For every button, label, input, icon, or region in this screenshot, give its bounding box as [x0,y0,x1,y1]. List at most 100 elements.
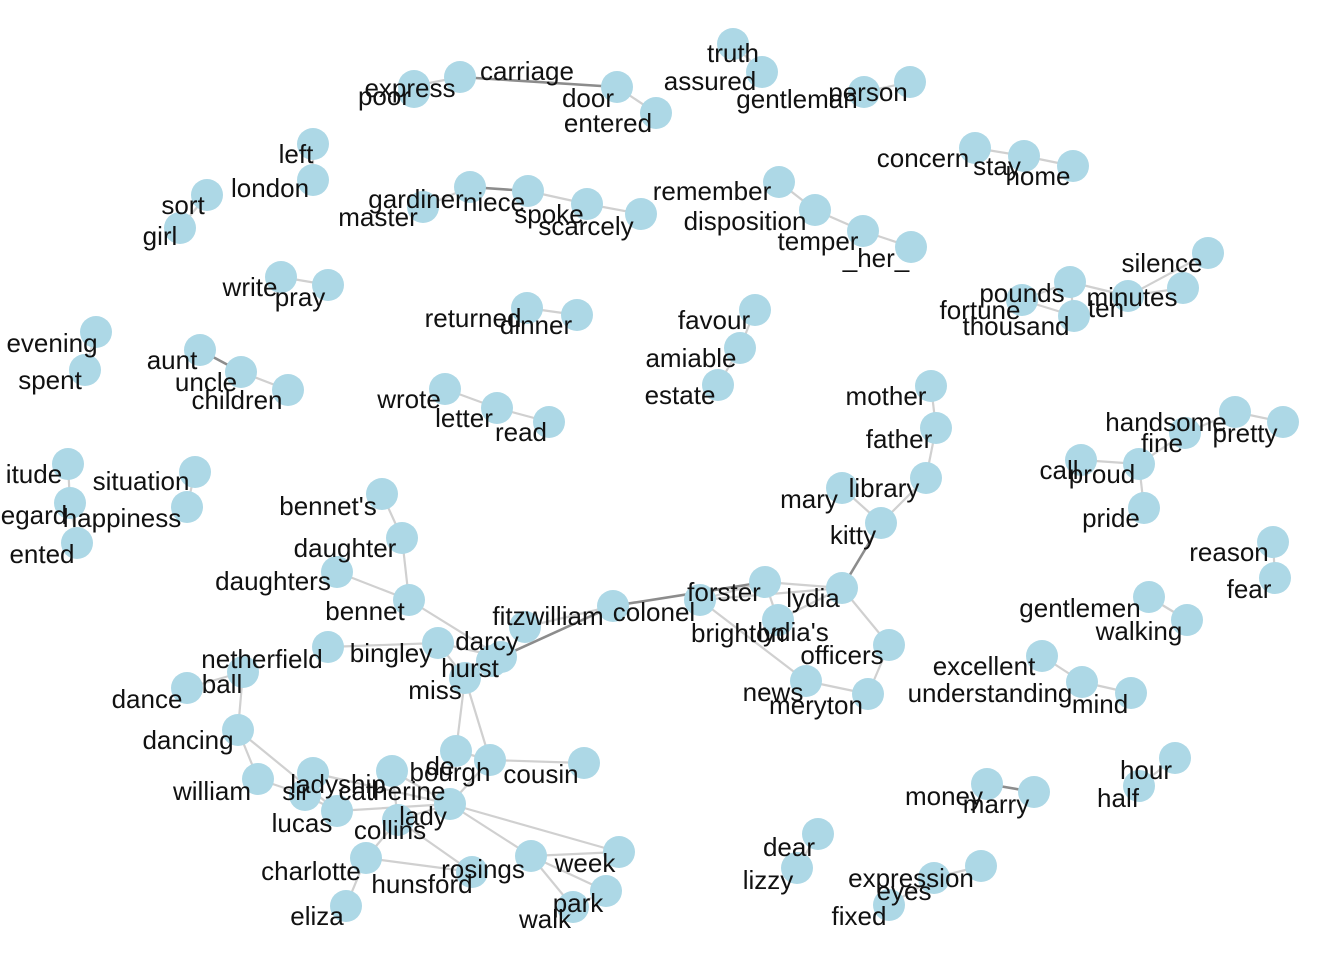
node-label-walking: walking [1095,616,1183,646]
node-fear [1259,562,1291,594]
node-label-colonel: colonel [613,597,695,627]
node-label-home: home [1005,161,1070,191]
node-gardiner [454,171,486,203]
node-pray [312,269,344,301]
node-label-dancing: dancing [142,725,233,755]
node-home [1057,150,1089,182]
node-happiness [171,491,203,523]
node-label-silence: silence [1122,248,1203,278]
node-news [790,665,822,697]
node-eyes [918,862,950,894]
node-label-week: week [554,848,617,878]
node-label-walk: walk [518,904,572,934]
node-label-happiness: happiness [63,503,182,533]
node-label-aunt: aunt [147,345,198,375]
node-sort [191,179,223,211]
node-lydia's [762,604,794,636]
node-label-stay: stay [973,151,1021,181]
node-label-father: father [866,424,933,454]
node-label-bennet: bennet [325,596,405,626]
node-label-rosings: rosings [441,854,525,884]
node-daughter [386,522,418,554]
edge-colonel-darcy [499,604,615,659]
node-estate [702,369,734,401]
node-label-news: news [743,677,804,707]
node-lydia [826,572,858,604]
node-situation [179,456,211,488]
node-ball [227,656,259,688]
node-label-london: london [231,173,309,203]
node-aunt [184,334,216,366]
node-label-letter: letter [435,403,493,433]
node-fixed [873,889,905,921]
node-egard [54,487,86,519]
node-label-assured: assured [664,66,757,96]
node-reason [1257,526,1289,558]
node-label-lucas: lucas [272,808,333,838]
node-label-ented: ented [9,539,74,569]
node-bennet [393,584,425,616]
node-meryton [852,678,884,710]
node-pride [1128,492,1160,524]
node-bennet's [366,478,398,510]
node-label-kitty: kitty [830,520,876,550]
node-label-disposition: disposition [684,206,807,236]
node-label-write: write [222,272,278,302]
node-excellent [1026,640,1058,672]
node-label-money: money [905,781,983,811]
node-fortune [1006,284,1038,316]
node-label-miss: miss [408,675,461,705]
node-daughters [321,556,353,588]
node-label-bennet's: bennet's [279,491,377,521]
node-label-itude: itude [6,459,62,489]
node-favour [739,294,771,326]
node-label-_her_: _her_ [842,243,910,273]
node-bourgh [474,744,506,776]
node-label-ladyship: ladyship [290,769,385,799]
node-label-express: express [364,73,455,103]
node-rosings [515,840,547,872]
node-label-park: park [553,888,605,918]
node-label-half: half [1097,783,1140,813]
node-label-officers: officers [800,640,883,670]
node-spoke [571,188,603,220]
node-label-estate: estate [645,380,716,410]
node-label-hunsford: hunsford [371,869,472,899]
node-label-person: person [828,77,908,107]
node-label-temper: temper [778,226,859,256]
node-label-de: de [426,751,455,781]
node-label-meryton: meryton [769,690,863,720]
node-money [971,768,1003,800]
node-label-mind: mind [1072,689,1128,719]
node-dear [802,818,834,850]
node-label-reason: reason [1189,537,1269,567]
node-label-gentlemen: gentlemen [1019,593,1140,623]
node-label-handsome: handsome [1105,407,1226,437]
node-label-dear: dear [763,832,815,862]
edge-charlotte-hunsford [364,856,474,874]
node-marry [1018,776,1050,808]
node-minutes [1112,280,1144,312]
node-label-excellent: excellent [933,651,1036,681]
node-label-proud: proud [1069,459,1136,489]
node-label-truth: truth [707,38,759,68]
node-label-thousand: thousand [963,311,1070,341]
edge-lady-rosings [448,802,533,858]
node-label-fixed: fixed [832,901,887,931]
node-label-spent: spent [18,365,82,395]
node-wrote [429,373,461,405]
node-gentleman [848,76,880,108]
node-colonel [597,590,629,622]
node-brighton [684,584,716,616]
node-label-expression: expression [848,863,974,893]
node-poor [398,76,430,108]
edge-ladyship-lady [311,771,452,806]
node-forster [749,566,781,598]
node-label-wrote: wrote [376,384,441,414]
node-disposition [799,194,831,226]
node-label-pray: pray [275,282,326,312]
node-children [272,374,304,406]
node-mary [826,472,858,504]
node-_her_ [895,231,927,263]
node-label-lady: lady [399,801,447,831]
